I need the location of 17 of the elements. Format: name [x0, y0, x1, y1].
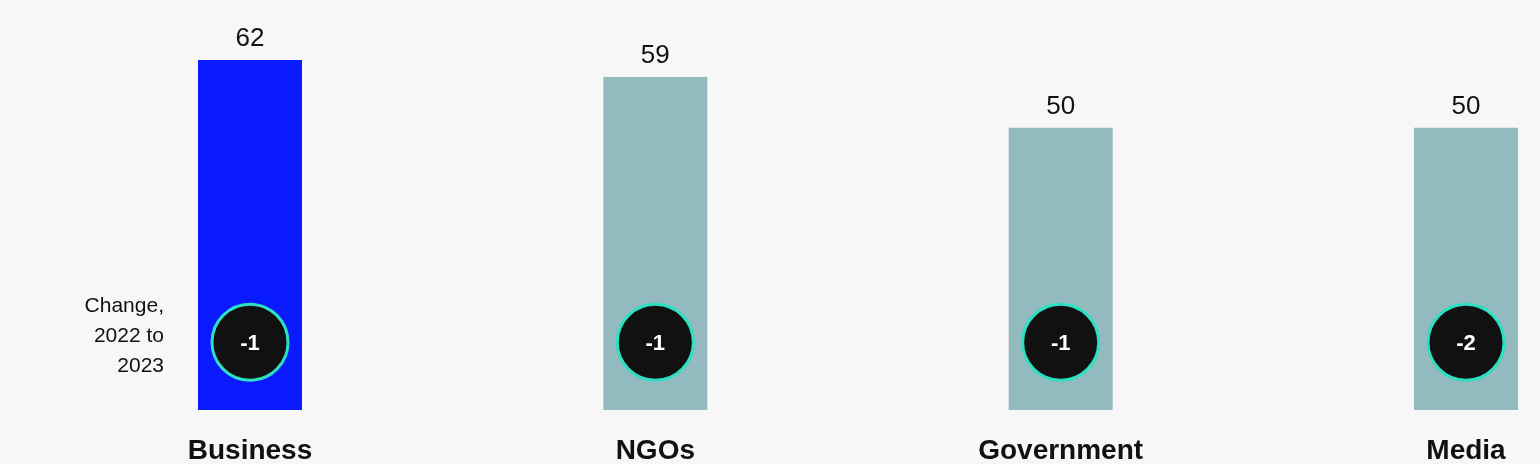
- data-label: 62: [235, 22, 265, 52]
- change-badge: -1: [615, 302, 695, 382]
- annotation: Change, 2022 to 2023: [84, 293, 164, 376]
- change-badge: -1: [210, 302, 290, 382]
- x-tick-label: Government: [978, 434, 1144, 464]
- data-label: 59: [640, 38, 670, 69]
- change-badge: -2: [1426, 302, 1506, 382]
- annotation: -1: [645, 330, 666, 356]
- annotation: -2: [1456, 330, 1476, 356]
- data-label: 50: [1451, 89, 1481, 120]
- data-label: 50: [1046, 89, 1076, 120]
- annotation: -1: [1050, 330, 1071, 356]
- x-tick-label: NGOs: [615, 434, 696, 464]
- change-badge: -1: [1021, 302, 1101, 382]
- x-tick-label: Business: [187, 434, 313, 464]
- annotation: -1: [240, 330, 260, 356]
- x-tick-label: Media: [1426, 434, 1507, 464]
